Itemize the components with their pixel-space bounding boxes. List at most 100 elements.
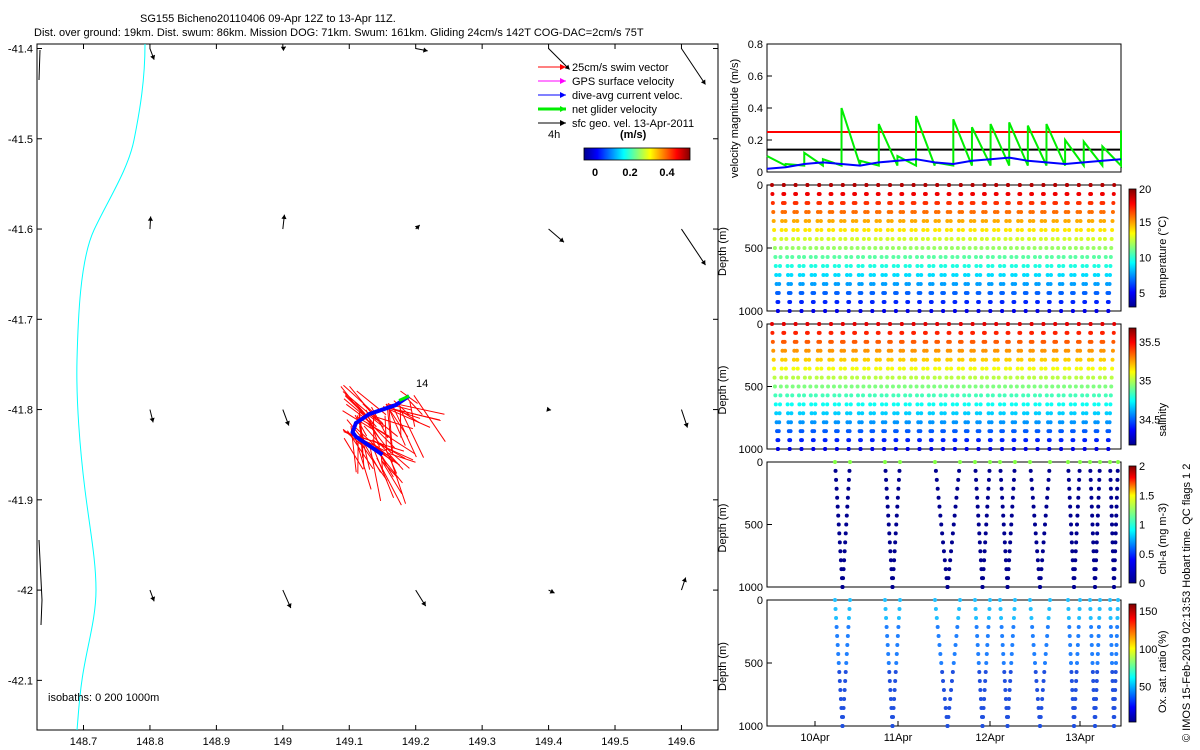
profile-point — [1075, 643, 1080, 647]
profile-point — [1078, 366, 1083, 371]
profile-point — [1108, 486, 1113, 491]
profile-point — [1006, 576, 1011, 581]
profile-point — [951, 522, 956, 527]
profile-point — [835, 429, 840, 434]
profile-point — [902, 237, 907, 241]
profile-point — [848, 264, 853, 268]
profile-point — [772, 384, 777, 389]
profile-point — [1110, 210, 1115, 214]
profile-point — [908, 246, 913, 250]
profile-point — [906, 420, 911, 425]
profile-point — [1096, 264, 1101, 268]
profile-point — [965, 438, 970, 443]
profile-point — [888, 201, 893, 205]
profile-point — [1015, 228, 1020, 232]
profile-point — [977, 679, 982, 683]
profile-point — [1066, 357, 1071, 362]
profile-point — [793, 183, 798, 187]
profile-point — [976, 309, 981, 313]
profile-point — [974, 402, 979, 407]
profile-point — [897, 366, 902, 371]
profile-point — [1113, 531, 1118, 536]
profile-point — [1001, 273, 1006, 277]
profile-point — [960, 348, 965, 353]
profile-point — [1089, 201, 1094, 205]
profile-point — [773, 393, 778, 398]
profile-point — [977, 670, 982, 674]
profile-point — [971, 201, 976, 205]
swim-vector — [374, 416, 414, 430]
date-tick-label: 12Apr — [975, 732, 1005, 744]
profile-point — [990, 255, 995, 259]
profile-point — [967, 384, 972, 389]
profile-point — [1049, 264, 1054, 268]
profile-point — [961, 384, 966, 389]
profile-point — [933, 357, 938, 362]
profile-point — [1047, 607, 1052, 611]
profile-point — [885, 366, 890, 371]
profile-point — [1062, 384, 1067, 389]
profile-point — [807, 219, 812, 223]
profile-point — [1097, 246, 1102, 250]
profile-point — [879, 264, 884, 268]
profile-point — [991, 375, 996, 380]
profile-point — [938, 255, 943, 259]
profile-point — [796, 246, 801, 250]
profile-point — [935, 486, 940, 491]
profile-point — [796, 375, 801, 380]
profile-point — [909, 219, 914, 223]
profile-point — [915, 264, 920, 268]
profile-point — [1044, 643, 1049, 647]
profile-point — [935, 322, 940, 326]
profile-point — [939, 411, 944, 416]
profile-point — [1095, 429, 1100, 434]
profile-point — [841, 201, 846, 205]
colorbar-tick-label: 0 — [592, 167, 598, 179]
profile-point — [982, 549, 987, 554]
profile-point — [1003, 549, 1008, 554]
profile-point — [912, 348, 917, 353]
profile-point — [952, 447, 957, 451]
profile-point — [1037, 402, 1042, 407]
profile-point — [938, 246, 943, 250]
map-x-ticks: 148.7 148.8 148.9 149 149.1 149.2 149.3 149.4 14… — [70, 44, 695, 748]
profile-point — [1003, 697, 1008, 701]
sfc-velocity-arrowhead — [281, 214, 287, 220]
profile-point — [853, 210, 858, 214]
profile-point — [971, 192, 976, 196]
profile-point — [778, 384, 783, 389]
swim-vector — [373, 449, 395, 499]
profile-point — [844, 513, 849, 518]
profile-point — [1031, 357, 1036, 362]
profile-point — [1074, 670, 1079, 674]
profile-point — [1094, 549, 1099, 554]
swim-vector-up — [343, 384, 376, 415]
profile-point — [1055, 237, 1060, 241]
profile-point — [1066, 616, 1071, 620]
colorbar-tick-label: 50 — [1139, 682, 1151, 694]
profile-point — [996, 366, 1001, 371]
profile-point — [1083, 429, 1088, 434]
profile-point — [812, 429, 817, 434]
profile-point — [949, 246, 954, 250]
profile-point — [844, 264, 849, 268]
profile-point — [1093, 576, 1098, 581]
profile-point — [930, 429, 935, 434]
profile-point — [878, 375, 883, 380]
profile-point — [1110, 540, 1115, 545]
profile-point — [1009, 264, 1014, 268]
profile-point — [900, 330, 905, 335]
profile-point — [1109, 237, 1114, 241]
profile-point — [1040, 697, 1045, 701]
profile-point — [1010, 495, 1015, 500]
profile-point — [941, 540, 946, 545]
profile-point — [1011, 625, 1016, 629]
profile-point — [979, 393, 984, 398]
profile-point — [812, 291, 817, 295]
profile-point — [1000, 429, 1005, 434]
profile-point — [782, 192, 787, 196]
profile-point — [985, 246, 990, 250]
colorbar-tick-label: 15 — [1139, 217, 1151, 229]
profile-point — [949, 375, 954, 380]
profile-point — [1110, 366, 1115, 371]
